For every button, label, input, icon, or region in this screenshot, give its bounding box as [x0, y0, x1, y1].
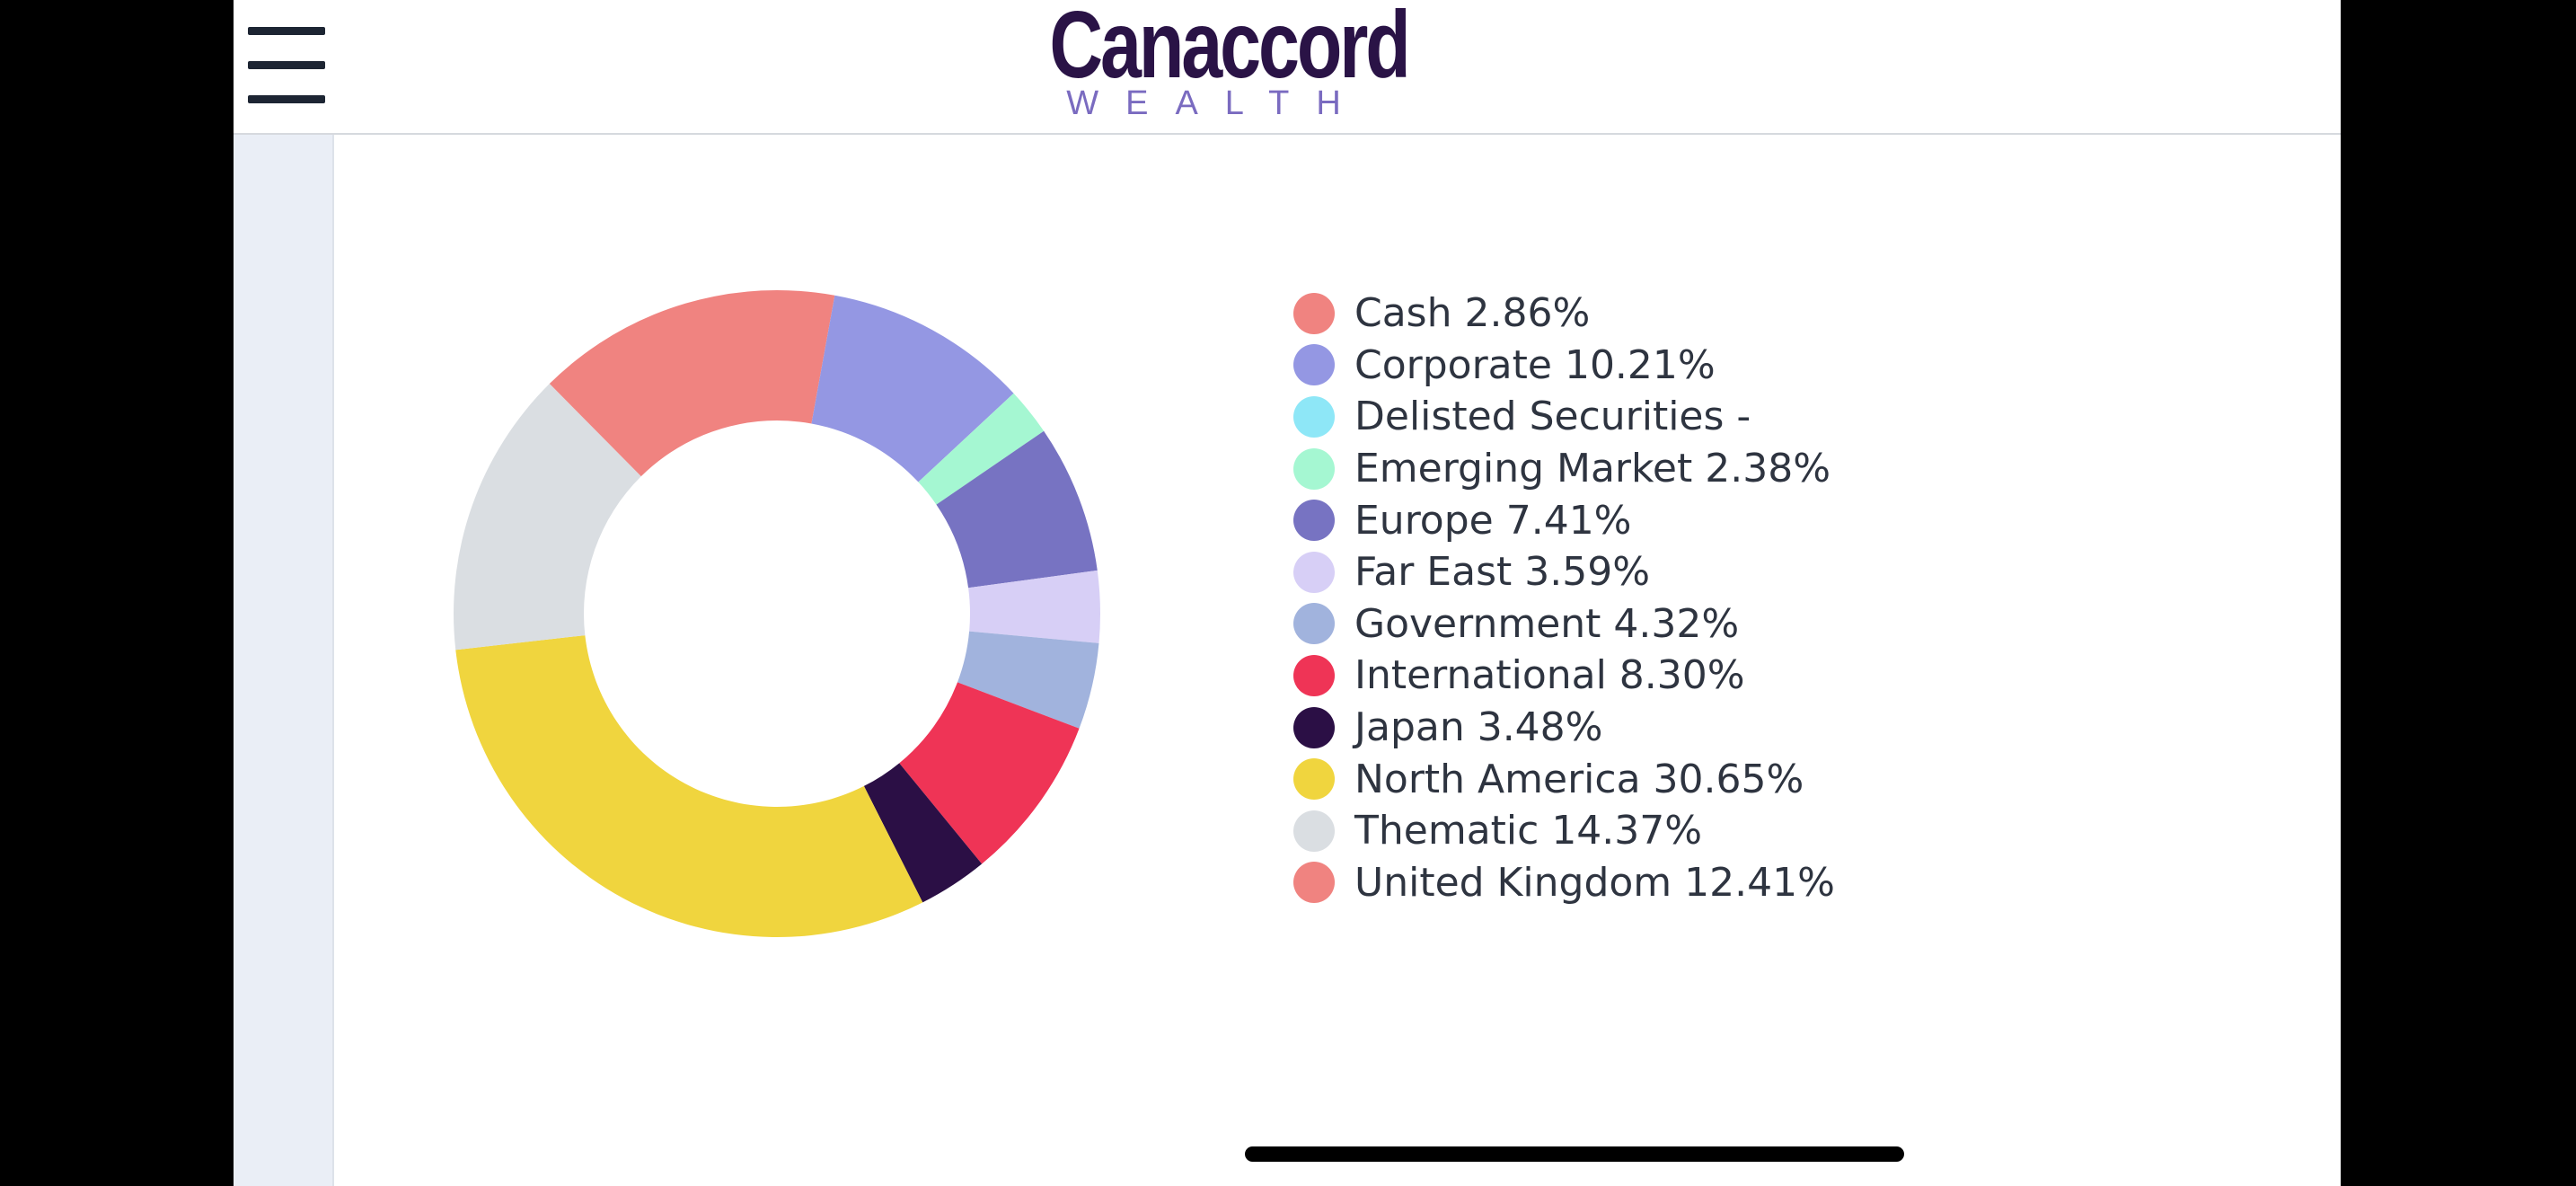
legend-label: Emerging Market 2.38%	[1354, 446, 1831, 492]
legend-label: Delisted Securities -	[1354, 394, 1751, 440]
legend-swatch	[1293, 447, 1335, 490]
menu-bar-line	[248, 95, 325, 103]
allocation-chart: Cash 2.86% Corporate 10.21% Delisted Secur…	[334, 135, 2341, 1186]
chart-legend: Cash 2.86% Corporate 10.21% Delisted Secur…	[1293, 288, 1835, 908]
donut-slice-international[interactable]	[899, 682, 1080, 864]
legend-label: Government 4.32%	[1354, 600, 1740, 647]
top-bar: Canaccord WEALTH	[234, 0, 2341, 135]
donut-slice-emerging-market[interactable]	[918, 393, 1045, 505]
legend-swatch	[1293, 758, 1335, 801]
home-indicator[interactable]	[1245, 1146, 1904, 1162]
side-strip	[234, 135, 334, 1186]
legend-label: Far East 3.59%	[1354, 549, 1651, 596]
legend-swatch	[1293, 344, 1335, 386]
legend-label: Corporate 10.21%	[1354, 341, 1716, 388]
legend-swatch	[1293, 551, 1335, 593]
menu-bar-line	[248, 61, 325, 69]
legend-label: Cash 2.86%	[1354, 290, 1591, 337]
legend-item-delisted-securities[interactable]: Delisted Securities -	[1293, 391, 1835, 443]
legend-item-international[interactable]: International 8.30%	[1293, 650, 1835, 702]
legend-item-europe[interactable]: Europe 7.41%	[1293, 494, 1835, 546]
donut-slice-thematic[interactable]	[454, 384, 641, 651]
legend-swatch	[1293, 500, 1335, 542]
logo-wordmark: Canaccord	[1049, 0, 1410, 98]
legend-swatch	[1293, 395, 1335, 438]
donut-slice-japan[interactable]	[863, 763, 983, 903]
logo-subtitle: WEALTH	[1066, 84, 1368, 122]
legend-label: North America 30.65%	[1354, 756, 1804, 802]
legend-item-united-kingdom[interactable]: United Kingdom 12.41%	[1293, 857, 1835, 909]
donut-slice-united-kingdom[interactable]	[549, 290, 777, 477]
legend-swatch	[1293, 862, 1335, 904]
legend-swatch	[1293, 292, 1335, 334]
legend-item-far-east[interactable]: Far East 3.59%	[1293, 546, 1835, 598]
brand-logo[interactable]: Canaccord WEALTH	[1006, 0, 1410, 126]
donut-slice-corporate[interactable]	[811, 295, 1014, 482]
hamburger-menu-icon[interactable]	[248, 23, 325, 108]
legend-swatch	[1293, 603, 1335, 645]
legend-item-government[interactable]: Government 4.32%	[1293, 598, 1835, 651]
legend-label: Thematic 14.37%	[1354, 808, 1703, 854]
legend-item-corporate[interactable]: Corporate 10.21%	[1293, 340, 1835, 392]
legend-swatch	[1293, 654, 1335, 696]
legend-label: Japan 3.48%	[1354, 704, 1603, 751]
legend-label: Europe 7.41%	[1354, 497, 1632, 544]
menu-bar-line	[248, 27, 325, 35]
legend-item-north-america[interactable]: North America 30.65%	[1293, 753, 1835, 805]
donut-slice-cash[interactable]	[777, 290, 835, 424]
app-screen: Canaccord WEALTH Cash 2.86% Corporate 10.…	[234, 0, 2341, 1186]
legend-item-thematic[interactable]: Thematic 14.37%	[1293, 805, 1835, 857]
legend-swatch	[1293, 706, 1335, 748]
legend-label: United Kingdom 12.41%	[1354, 859, 1835, 906]
donut-slice-north-america[interactable]	[455, 635, 923, 937]
legend-item-cash[interactable]: Cash 2.86%	[1293, 288, 1835, 340]
legend-item-emerging-market[interactable]: Emerging Market 2.38%	[1293, 443, 1835, 495]
donut-chart	[454, 290, 1100, 937]
legend-label: International 8.30%	[1354, 652, 1745, 699]
donut-slice-government[interactable]	[957, 631, 1099, 729]
legend-item-japan[interactable]: Japan 3.48%	[1293, 702, 1835, 754]
legend-swatch	[1293, 810, 1335, 852]
donut-slice-far-east[interactable]	[968, 570, 1100, 643]
donut-slice-europe[interactable]	[936, 430, 1098, 589]
